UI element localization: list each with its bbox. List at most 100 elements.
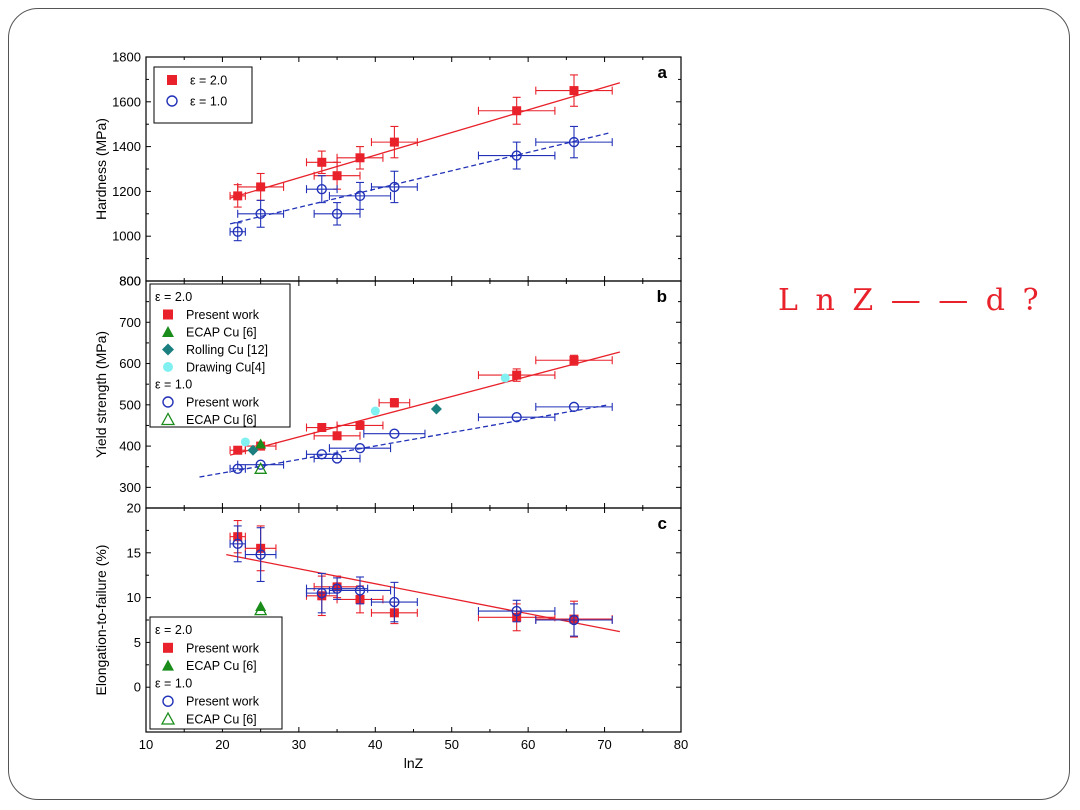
legend-label: ECAP Cu [6]	[186, 326, 257, 340]
data-point	[255, 438, 267, 449]
y-tick-label: 15	[127, 545, 141, 560]
y-tick-label: 800	[119, 274, 141, 289]
data-point	[244, 527, 277, 583]
data-point	[477, 412, 556, 423]
fit-line-red	[229, 82, 621, 199]
data-point	[370, 581, 418, 623]
y-tick-label: 1000	[112, 229, 141, 244]
data-point	[370, 406, 380, 416]
data-point	[305, 577, 369, 600]
y-tick-label: 300	[119, 480, 141, 495]
legend-marker	[162, 326, 174, 337]
point-marker	[233, 445, 243, 455]
point-marker	[233, 191, 243, 201]
point-marker	[512, 106, 522, 116]
data-point	[535, 354, 613, 366]
series-circle-filled-cyan	[240, 373, 510, 447]
legend-marker	[160, 412, 176, 426]
point-marker	[240, 437, 250, 447]
series-diamond-filled-teal	[247, 403, 442, 456]
x-tick-label: 20	[215, 737, 229, 752]
legend-b: ε = 2.0 Present work ECAP Cu [6] Rolling Cu…	[149, 283, 291, 428]
y-tick-label: 10	[127, 590, 141, 605]
legend-box	[149, 616, 283, 730]
panel-c: 0 5 10 15 20 10 20 30 40 50 60 70 80 lnZ Elongation-to…	[93, 501, 688, 772]
data-point	[535, 74, 613, 107]
point-marker	[354, 190, 366, 202]
x-tick-label: 60	[521, 737, 535, 752]
y-tick-label: 20	[127, 501, 141, 516]
legend-label: Present work	[186, 695, 260, 709]
legend-c: ε = 2.0 Present work ECAP Cu [6] ε = 1.0 Pre…	[149, 616, 283, 730]
point-marker	[354, 442, 366, 454]
point-marker	[332, 171, 342, 181]
data-point	[363, 428, 426, 439]
x-tick-label: 10	[139, 737, 153, 752]
x-tick-label: 80	[674, 737, 688, 752]
point-marker	[232, 538, 243, 550]
data-point	[430, 403, 442, 415]
point-marker	[569, 86, 579, 96]
point-marker	[232, 226, 243, 237]
point-marker	[255, 601, 267, 612]
legend-label: Drawing Cu[4]	[186, 361, 265, 375]
data-point	[336, 146, 384, 170]
legend-label: ECAP Cu [6]	[186, 413, 257, 427]
y-tick-label: 1600	[112, 94, 141, 109]
legend-marker	[162, 659, 174, 671]
point-marker	[354, 585, 366, 596]
data-point	[229, 222, 246, 242]
y-tick-label: 1200	[112, 184, 141, 199]
legend-marker	[162, 343, 174, 356]
legend-marker	[163, 642, 173, 653]
x-tick-label: 40	[368, 737, 382, 752]
point-marker	[316, 183, 327, 195]
legend-marker	[163, 309, 173, 320]
point-marker	[370, 406, 380, 416]
point-marker	[331, 208, 343, 220]
panel-b: 300 400 500 600 700 800 Yield strength (MPa) b ε…	[93, 274, 682, 509]
data-point	[305, 175, 338, 204]
legend-heading: ε = 1.0	[155, 378, 192, 392]
legend-label: Rolling Cu [12]	[186, 343, 268, 357]
legend-label: ε = 2.0	[190, 74, 227, 88]
point-marker	[255, 438, 267, 449]
y-axis-label-b: Yield strength (MPa)	[93, 331, 109, 458]
y-axis-label-a: Hardness (MPa)	[93, 118, 109, 220]
point-marker	[500, 373, 510, 383]
y-tick-label: 0	[134, 680, 141, 695]
y-tick-label: 500	[119, 397, 141, 412]
data-point	[255, 601, 267, 612]
data-point	[477, 368, 556, 382]
x-axis-label: lnZ	[404, 755, 424, 771]
data-point	[229, 525, 246, 563]
point-marker	[389, 181, 400, 193]
point-marker	[569, 355, 579, 365]
data-point	[313, 202, 361, 226]
data-point	[237, 459, 285, 470]
data-point	[477, 141, 556, 170]
data-point	[229, 445, 246, 455]
data-point	[370, 125, 418, 159]
legend-label: ECAP Cu [6]	[186, 659, 257, 673]
point-marker	[389, 137, 399, 147]
point-marker	[511, 605, 522, 617]
legend-heading: ε = 1.0	[155, 676, 192, 690]
data-point	[313, 431, 361, 441]
point-marker	[512, 370, 522, 380]
point-marker	[331, 453, 343, 464]
point-marker	[256, 182, 266, 192]
data-point	[370, 170, 418, 204]
panel-label-a: a	[658, 63, 668, 82]
point-marker	[247, 444, 259, 456]
data-point	[240, 437, 250, 447]
y-axis-c: 0 5 10 15 20	[127, 501, 681, 695]
point-marker	[389, 428, 400, 439]
x-axis-c: 10 20 30 40 50 60 70 80 lnZ	[139, 508, 688, 771]
point-marker	[568, 136, 580, 148]
legend-marker	[166, 95, 178, 107]
point-marker	[389, 596, 400, 608]
legend-label: Present work	[186, 396, 260, 410]
point-marker	[511, 150, 522, 161]
